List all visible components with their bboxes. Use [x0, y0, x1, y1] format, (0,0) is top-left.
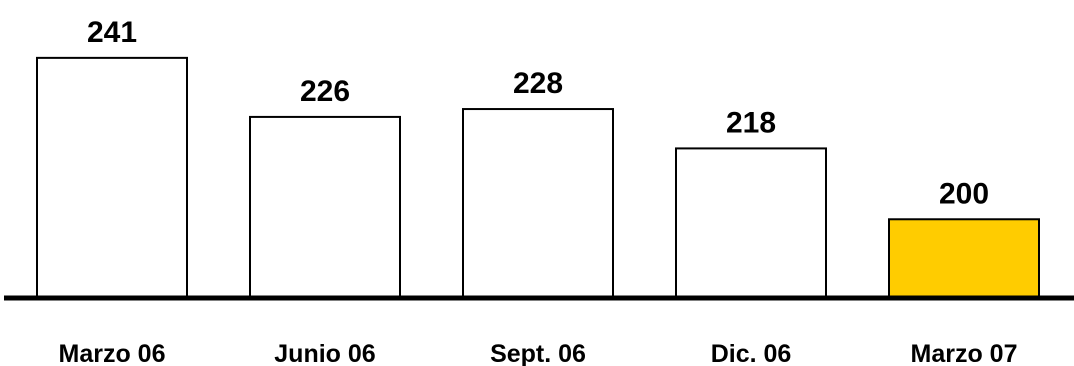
- x-tick-label-3: Dic. 06: [711, 340, 792, 366]
- x-tick-label-2: Sept. 06: [490, 340, 586, 366]
- bar-3: [675, 147, 827, 299]
- bar-1: [249, 115, 401, 299]
- data-label-0: 241: [87, 16, 137, 49]
- bar-2: [462, 108, 614, 299]
- bar-0: [36, 56, 188, 299]
- x-tick-label-4: Marzo 07: [911, 340, 1018, 366]
- data-label-4: 200: [939, 177, 989, 210]
- bars-group: [36, 56, 1040, 299]
- data-label-1: 226: [300, 75, 350, 108]
- data-label-3: 218: [726, 106, 776, 139]
- bar-4: [888, 218, 1040, 299]
- x-tick-label-0: Marzo 06: [59, 340, 166, 366]
- x-tick-labels-group: Marzo 06 Junio 06 Sept. 06 Dic. 06 Marzo 07: [59, 340, 1018, 366]
- data-labels-group: 241 226 228 218 200: [87, 16, 989, 210]
- data-label-2: 228: [513, 67, 563, 100]
- x-tick-label-1: Junio 06: [274, 340, 375, 366]
